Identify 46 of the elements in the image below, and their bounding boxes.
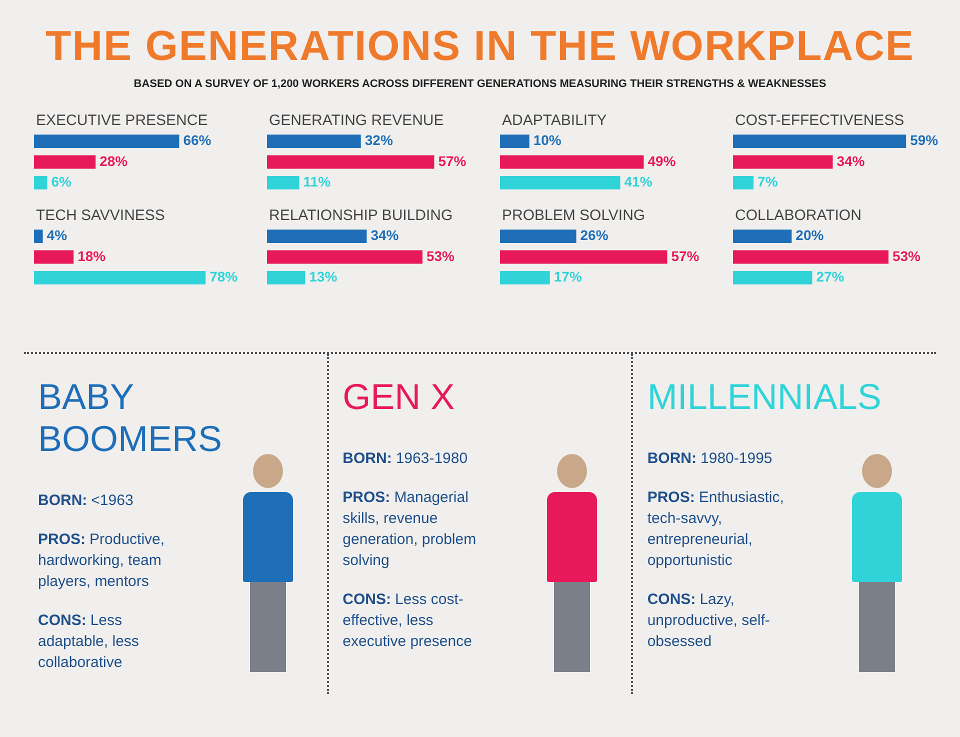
chart-title: ADAPTABILITY: [502, 112, 608, 129]
text: GEN X: [342, 376, 456, 418]
chart-title: RELATIONSHIP BUILDING: [269, 207, 454, 224]
data-label: 4%: [46, 227, 68, 244]
data-label: 27%: [816, 268, 845, 285]
text: CONS: Less cost-effective, less executive presence: [342, 590, 473, 652]
text: MILLENNIALS: [647, 376, 882, 418]
data-label: 20%: [796, 227, 824, 244]
data-label: 66%: [183, 132, 212, 148]
data-label: 11%: [303, 174, 332, 190]
data-label: 32%: [364, 132, 394, 148]
data-label: 10%: [533, 132, 562, 148]
chart-title: COLLABORATION: [735, 207, 862, 224]
data-label: 13%: [309, 268, 338, 285]
chart-title: TECH SAVVINESS: [36, 207, 166, 224]
text: BASED ON A SURVEY OF 1,200 WORKERS ACROSS DIFFERENT GENERATIONS MEASURING THEIR STRENGTHS & WEAKNESSES: [132, 78, 828, 90]
text: BORN: <1963: [38, 491, 134, 511]
text: BABY BOOMERS: [38, 376, 224, 460]
text: CONS: Less adaptable, less collaborative: [38, 611, 140, 673]
chart-title: EXECUTIVE PRESENCE: [36, 112, 209, 129]
data-label: 34%: [836, 152, 866, 169]
data-label: 7%: [758, 174, 778, 190]
chart-title: PROBLEM SOLVING: [502, 207, 646, 224]
data-label: 57%: [671, 248, 700, 264]
data-label: 6%: [51, 174, 72, 190]
text: BORN: 1963-1980: [342, 449, 469, 469]
text: THE GENERATIONS IN THE WORKPLACE: [44, 22, 916, 70]
data-label: 28%: [100, 152, 128, 169]
data-label: 41%: [624, 174, 653, 190]
data-label: 17%: [554, 268, 582, 285]
data-label: 34%: [370, 227, 400, 244]
data-label: 53%: [892, 248, 922, 264]
data-label: 18%: [78, 248, 106, 264]
data-label: 49%: [648, 152, 676, 169]
data-label: 26%: [580, 227, 609, 244]
data-label: 59%: [910, 132, 939, 148]
data-label: 57%: [438, 152, 467, 169]
text: CONS: Lazy, unproductive, self-obsessed: [647, 590, 771, 652]
data-label: 78%: [210, 268, 238, 285]
text: PROS: Enthusiastic, tech-savvy, entrepreneurial, opportunistic: [647, 488, 785, 571]
text: PROS: Productive, hardworking, team players, mentors: [38, 530, 166, 592]
data-label: 53%: [426, 248, 456, 264]
text: BORN: 1980-1995: [647, 449, 774, 469]
chart-title: GENERATING REVENUE: [269, 112, 445, 129]
text: PROS: Managerial skills, revenue generation, problem solving: [342, 488, 478, 571]
chart-title: COST-EFFECTIVENESS: [735, 112, 906, 129]
